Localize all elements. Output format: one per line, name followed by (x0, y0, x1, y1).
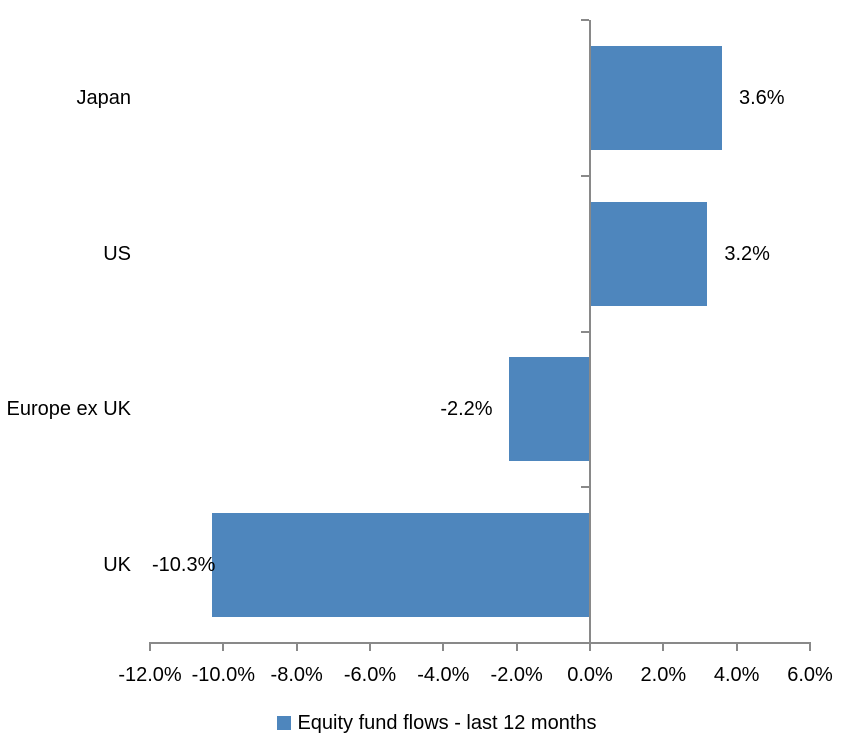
data-label: 3.2% (724, 242, 770, 265)
x-tick-label: 2.0% (640, 664, 687, 686)
data-label: -2.2% (440, 398, 493, 421)
x-tick-label: 0.0% (567, 664, 613, 686)
y-axis-tick (581, 486, 589, 489)
bar (509, 357, 590, 462)
legend-swatch-icon (277, 716, 292, 730)
x-axis-tick (735, 643, 738, 651)
x-tick-label: -10.0% (191, 664, 256, 686)
x-tick-label: -2.0% (490, 664, 543, 686)
y-axis-tick (581, 330, 589, 333)
x-axis-tick (222, 643, 225, 651)
y-axis-tick (581, 174, 589, 177)
x-tick-label: -6.0% (343, 664, 397, 686)
category-label: Europe ex UK (6, 398, 131, 421)
x-tick-label: 6.0% (787, 664, 833, 686)
bar (590, 45, 722, 150)
x-tick-label: -12.0% (118, 664, 182, 686)
data-label: -10.3% (152, 554, 216, 577)
x-axis-line (149, 642, 811, 644)
x-tick-label: -4.0% (417, 664, 470, 686)
category-label: Japan (76, 86, 132, 109)
bar (212, 513, 590, 618)
x-axis-tick (295, 643, 298, 651)
data-label: 3.6% (739, 86, 785, 109)
x-tick-label: 4.0% (713, 664, 760, 686)
x-axis-tick (369, 643, 371, 651)
bar (590, 201, 708, 306)
x-axis-tick (515, 643, 518, 651)
category-label: UK (103, 554, 131, 577)
category-label: US (103, 242, 131, 265)
x-axis-tick (809, 643, 811, 651)
x-axis-tick (442, 643, 445, 651)
x-axis-tick (589, 643, 591, 651)
x-axis-tick (662, 643, 665, 651)
y-axis-line (589, 20, 591, 643)
x-tick-label: -8.0% (270, 664, 323, 686)
y-axis-tick (581, 19, 589, 21)
legend: Equity fund flows - last 12 months (11, 709, 852, 737)
x-axis-tick (149, 643, 151, 651)
legend-label: Equity fund flows - last 12 months (297, 712, 597, 734)
